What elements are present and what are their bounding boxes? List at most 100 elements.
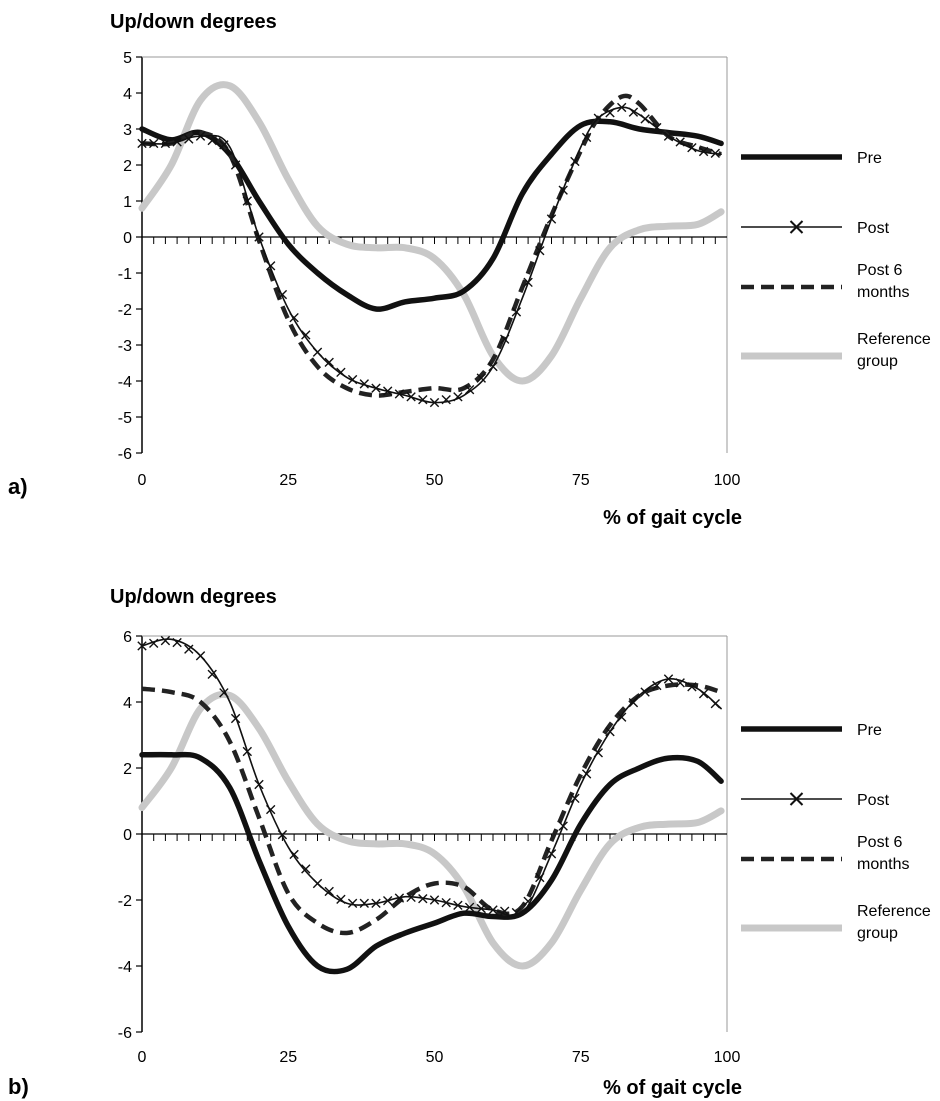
data-point-marker <box>394 389 405 399</box>
data-point-marker <box>464 384 475 395</box>
x-tick-label: 75 <box>572 1049 590 1066</box>
data-point-marker <box>184 134 194 144</box>
legend-label: Post 6 months <box>857 834 909 873</box>
x-axis-title: % of gait cycle <box>603 1077 742 1099</box>
data-point-marker <box>277 829 288 840</box>
data-point-marker <box>289 312 299 323</box>
data-point-marker <box>394 893 405 903</box>
data-point-marker <box>149 638 159 648</box>
data-point-marker <box>184 644 194 654</box>
data-point-marker <box>336 367 346 378</box>
data-point-marker <box>242 746 252 757</box>
data-point-marker <box>464 902 475 912</box>
series-line-reference-group <box>138 690 725 970</box>
data-point-marker <box>371 383 381 393</box>
data-point-marker <box>535 872 545 883</box>
data-point-marker <box>418 395 428 405</box>
x-tick-label: 75 <box>572 472 590 489</box>
y-tick-label: 4 <box>123 695 132 712</box>
legend-label: Pre <box>857 150 882 167</box>
data-point-marker <box>453 900 463 910</box>
y-tick-label: -3 <box>118 338 132 355</box>
legend-label: Reference group <box>857 331 931 370</box>
y-tick-label: 6 <box>123 629 132 646</box>
data-point-marker <box>172 137 182 147</box>
y-tick-label: -1 <box>118 266 132 283</box>
data-point-marker <box>254 779 264 790</box>
y-tick-label: 0 <box>123 230 132 247</box>
data-point-marker <box>652 122 662 133</box>
data-point-marker <box>628 107 639 117</box>
x-tick-label: 0 <box>138 1049 147 1066</box>
data-point-marker <box>593 748 603 758</box>
data-point-marker <box>441 897 451 908</box>
chart-panel-b: -6 -4 -2 0 2 4 6 0 25 50 75 100 Up/down degrees % of … <box>8 586 931 1099</box>
data-point-marker <box>149 138 159 149</box>
data-point-marker <box>605 727 615 737</box>
series-line-post-6-months <box>141 682 722 936</box>
panel-label: b) <box>8 1074 29 1099</box>
legend-label: Post <box>857 792 890 809</box>
x-tick-label: 0 <box>138 472 147 489</box>
data-point-marker <box>207 669 217 679</box>
data-point-marker <box>277 289 288 300</box>
data-point-marker <box>698 689 709 699</box>
data-point-marker <box>371 898 381 908</box>
x-tick-label: 100 <box>714 472 741 489</box>
data-point-marker <box>406 392 416 402</box>
data-point-marker <box>546 214 557 224</box>
x-axis-title: % of gait cycle <box>603 507 742 529</box>
series-line-reference-group <box>138 81 725 385</box>
series-line-post-6-months <box>141 93 722 398</box>
data-point-marker <box>581 769 592 779</box>
y-tick-label: -6 <box>118 446 132 463</box>
data-point-marker <box>266 804 276 815</box>
data-point-marker <box>137 138 147 149</box>
data-point-marker <box>383 895 393 906</box>
data-point-marker <box>640 114 650 124</box>
data-point-marker <box>312 878 323 889</box>
data-point-marker <box>710 148 720 158</box>
data-point-marker <box>195 651 206 661</box>
data-point-marker <box>500 334 510 344</box>
data-point-marker <box>546 849 557 859</box>
y-tick-label: 5 <box>123 50 132 67</box>
data-point-marker <box>710 698 720 709</box>
data-point-marker <box>230 160 241 170</box>
data-point-marker <box>383 386 393 396</box>
legend-label: Post 6 months <box>857 262 909 301</box>
panel-label: a) <box>8 474 28 499</box>
y-tick-label: -4 <box>118 959 132 976</box>
data-point-marker <box>336 894 346 905</box>
data-point-marker <box>172 637 182 648</box>
data-point-marker <box>500 906 510 916</box>
data-point-marker <box>687 143 697 153</box>
data-point-marker <box>324 357 334 367</box>
data-point-marker <box>359 898 369 908</box>
data-point-marker <box>324 886 334 897</box>
y-tick-label: 4 <box>123 86 132 103</box>
legend-label: Pre <box>857 722 882 739</box>
data-point-marker <box>476 373 486 383</box>
y-axis-title: Up/down degrees <box>110 11 277 33</box>
data-point-marker <box>593 113 603 123</box>
series-line-post <box>141 638 722 918</box>
data-point-marker <box>429 397 440 408</box>
data-point-marker <box>663 131 674 141</box>
data-point-marker <box>535 245 545 256</box>
data-point-marker <box>160 138 171 149</box>
data-point-marker <box>675 137 685 147</box>
series-line-pre <box>139 751 724 975</box>
data-point-marker <box>558 185 568 195</box>
data-point-marker <box>652 680 662 691</box>
x-tick-label: 25 <box>279 472 297 489</box>
data-point-marker <box>359 379 369 389</box>
data-point-marker <box>488 361 498 372</box>
data-point-marker <box>687 682 697 692</box>
data-point-marker <box>406 892 416 903</box>
data-point-marker <box>675 678 685 688</box>
data-point-marker <box>347 374 358 385</box>
data-point-marker <box>488 905 498 915</box>
